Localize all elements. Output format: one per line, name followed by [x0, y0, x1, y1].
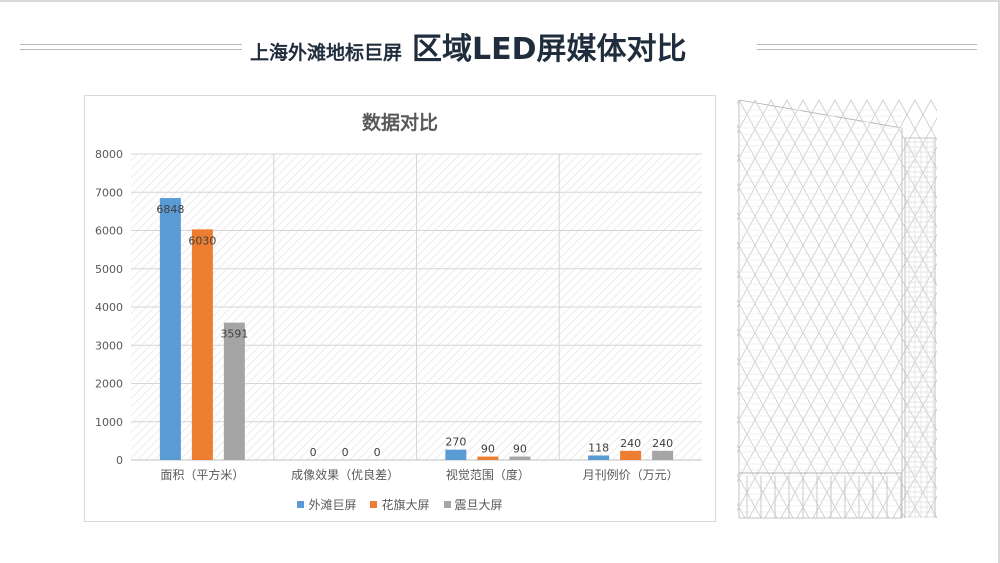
bar	[159, 198, 181, 460]
y-tick-label: 2000	[95, 378, 123, 391]
bar	[652, 450, 674, 460]
data-label: 240	[652, 437, 673, 450]
x-tick-label: 面积（平方米）	[160, 467, 244, 482]
building-illustration	[737, 99, 937, 519]
data-label: 0	[310, 446, 317, 459]
legend-label: 外滩巨屏	[308, 498, 357, 512]
data-label: 6848	[156, 203, 184, 216]
x-tick-label: 视觉范围（度）	[446, 467, 530, 482]
bar	[477, 456, 499, 460]
bar	[445, 449, 467, 460]
y-tick-label: 0	[116, 454, 123, 467]
bar	[223, 322, 245, 460]
y-tick-label: 6000	[95, 225, 123, 238]
y-tick-label: 4000	[95, 301, 123, 314]
data-label: 240	[620, 437, 641, 450]
legend-label: 花旗大屏	[381, 498, 430, 512]
x-tick-label: 月刊例价（万元）	[583, 468, 679, 482]
bar	[588, 455, 610, 460]
data-label: 118	[588, 441, 609, 454]
legend-swatch	[443, 501, 451, 508]
legend-item: 花旗大屏	[370, 496, 430, 513]
legend-item: 震旦大屏	[443, 496, 503, 513]
data-label: 90	[481, 443, 495, 456]
bar-chart: 0 1000 2000 3000 4000 5000 6000 7000 8000 6848 603…	[95, 148, 702, 482]
legend-label: 震旦大屏	[454, 498, 503, 512]
data-label: 270	[445, 436, 466, 449]
data-label: 6030	[188, 234, 216, 247]
data-label: 0	[342, 446, 349, 459]
chart-legend: 外滩巨屏 花旗大屏 震旦大屏	[85, 496, 715, 513]
bar	[191, 229, 213, 460]
slide-title-big: 区域LED屏媒体对比	[412, 32, 687, 67]
slide-title: 上海外滩地标巨屏 区域LED屏媒体对比	[250, 26, 750, 70]
bar	[509, 456, 531, 460]
bar	[620, 450, 642, 460]
title-rule-left	[20, 44, 242, 50]
data-label: 3591	[220, 328, 248, 341]
chart-card: 0 1000 2000 3000 4000 5000 6000 7000 8000 6848 603…	[84, 95, 716, 522]
data-label: 90	[513, 443, 527, 456]
y-tick-label: 7000	[95, 186, 123, 199]
chart-title: 数据对比	[361, 112, 438, 134]
legend-swatch	[370, 501, 378, 508]
y-tick-label: 5000	[95, 263, 123, 276]
y-tick-label: 8000	[95, 148, 123, 161]
title-rule-right	[757, 44, 977, 50]
y-tick-label: 3000	[95, 339, 123, 352]
slide-right-border	[998, 0, 1000, 563]
data-label: 0	[374, 446, 381, 459]
legend-swatch	[297, 501, 305, 508]
x-tick-label: 成像效果（优良差）	[291, 467, 399, 482]
legend-item: 外滩巨屏	[297, 496, 356, 513]
y-tick-label: 1000	[95, 416, 123, 429]
slide-top-border	[0, 0, 1000, 2]
slide-title-small: 上海外滩地标巨屏	[250, 42, 403, 64]
